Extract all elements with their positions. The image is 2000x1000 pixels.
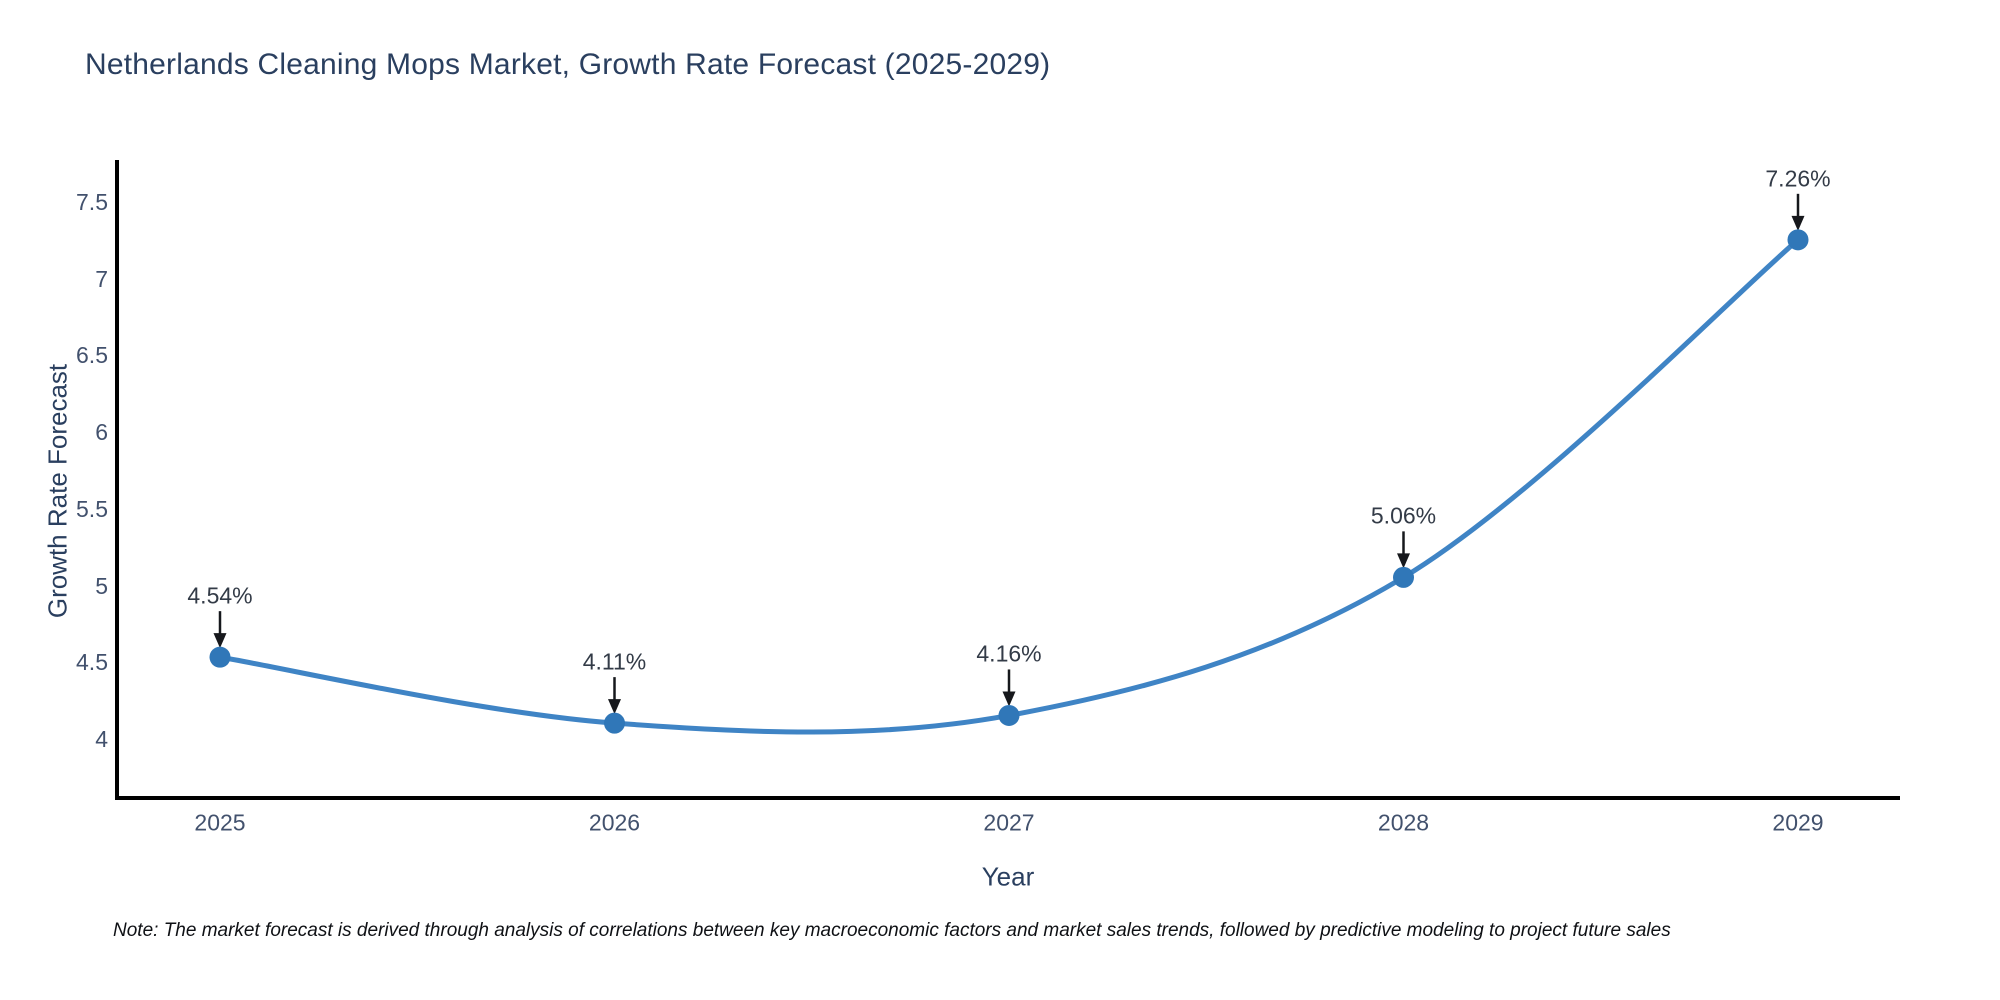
y-tick-label: 4.5 xyxy=(76,649,108,676)
y-tick-label: 6.5 xyxy=(76,342,108,369)
x-tick-label: 2028 xyxy=(1377,809,1430,836)
data-point-marker xyxy=(998,704,1020,726)
data-point-marker xyxy=(1393,566,1414,588)
footnote: Note: The market forecast is derived thr… xyxy=(113,920,1671,941)
data-point-value-label: 7.26% xyxy=(1765,165,1831,192)
data-point-value-label: 5.06% xyxy=(1370,502,1437,529)
data-point-marker xyxy=(209,646,231,668)
x-tick-label: 2027 xyxy=(983,809,1035,836)
annotation-arrowhead xyxy=(608,699,621,715)
y-tick-label: 7.5 xyxy=(76,188,108,215)
annotation-arrowhead xyxy=(213,633,227,649)
y-tick-label: 6 xyxy=(95,419,108,446)
y-tick-label: 5.5 xyxy=(76,495,108,522)
data-point-value-label: 4.11% xyxy=(582,648,647,675)
x-tick-label: 2029 xyxy=(1772,809,1824,836)
x-axis-title: Year xyxy=(981,861,1035,892)
chart-title: Netherlands Cleaning Mops Market, Growth… xyxy=(85,48,1051,81)
data-point-value-label: 4.54% xyxy=(187,582,253,609)
y-tick-label: 5 xyxy=(95,572,108,599)
data-point-value-label: 4.16% xyxy=(976,640,1042,667)
data-point-marker xyxy=(604,712,625,734)
y-tick-label: 4 xyxy=(95,725,108,752)
x-tick-label: 2026 xyxy=(588,809,641,836)
annotation-arrowhead xyxy=(1397,553,1410,569)
x-tick-label: 2025 xyxy=(194,809,246,836)
annotation-arrowhead xyxy=(1791,215,1805,231)
annotation-arrowhead xyxy=(1002,691,1016,707)
data-point-marker xyxy=(1787,229,1809,251)
y-axis-title: Growth Rate Forecast xyxy=(42,363,73,619)
y-tick-label: 7 xyxy=(95,265,108,292)
